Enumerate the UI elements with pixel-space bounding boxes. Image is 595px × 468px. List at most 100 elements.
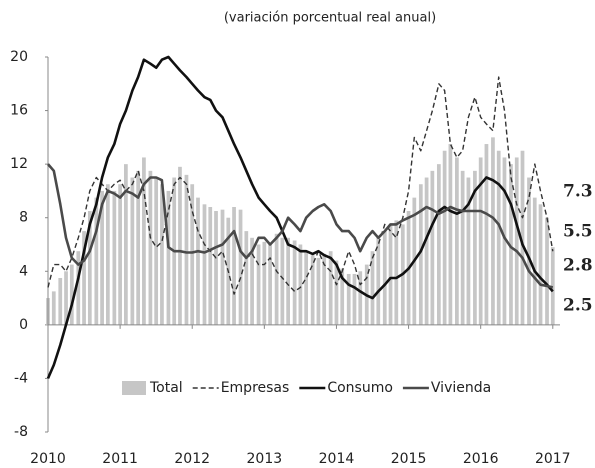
bar: [304, 251, 309, 325]
x-tick-label: 2017: [535, 451, 571, 467]
y-tick-label: 12: [10, 156, 28, 172]
bar: [142, 157, 146, 325]
bar: [430, 170, 435, 325]
y-tick-label: -8: [14, 424, 28, 440]
bar: [280, 237, 285, 325]
bar: [190, 184, 195, 325]
bar: [316, 257, 321, 325]
y-tick-label: 4: [19, 263, 28, 279]
bar: [370, 251, 375, 325]
bar: [256, 244, 261, 325]
y-tick-label: 8: [19, 210, 28, 226]
bar: [196, 197, 200, 325]
bar: [334, 260, 339, 325]
bar: [160, 184, 164, 325]
bar: [376, 237, 381, 325]
x-tick-label: 2012: [174, 451, 210, 467]
bar: [442, 150, 447, 325]
bar: [208, 207, 213, 325]
bar: [394, 220, 399, 325]
bar: [166, 190, 171, 325]
bar: [514, 157, 519, 325]
bar: [358, 271, 363, 325]
bar: [532, 197, 537, 325]
bar: [220, 209, 225, 325]
end-label: 2.8: [563, 256, 593, 276]
bar: [130, 177, 135, 325]
bar: [388, 224, 393, 325]
y-tick-label: 16: [10, 103, 28, 119]
x-tick-label: 2011: [102, 451, 138, 467]
bar: [496, 150, 501, 325]
y-tick-label: 20: [10, 49, 28, 65]
bar: [484, 144, 489, 325]
bar: [340, 268, 345, 325]
bar: [76, 251, 81, 325]
bar: [51, 291, 56, 325]
bar: [154, 177, 159, 325]
x-tick-label: 2015: [391, 451, 427, 467]
bar: [352, 273, 357, 325]
bar: [105, 184, 110, 325]
legend-swatch: [122, 381, 146, 395]
bar: [112, 190, 117, 325]
bar: [455, 157, 459, 325]
bar: [545, 217, 549, 325]
bar: [460, 170, 465, 325]
bar: [69, 264, 74, 325]
bar: [346, 273, 351, 325]
bar: [310, 255, 315, 325]
bar: [58, 277, 63, 325]
bar: [322, 253, 327, 325]
bar: [382, 231, 387, 325]
bar: [250, 237, 254, 325]
bar: [328, 251, 333, 325]
bar: [292, 240, 297, 325]
legend-label: Vivienda: [431, 380, 491, 396]
bar: [268, 244, 272, 325]
chart-title: (variación porcentual real anual): [224, 11, 436, 26]
bar: [184, 174, 189, 325]
bar: [87, 211, 92, 325]
bar: [424, 177, 429, 325]
bar: [502, 157, 507, 325]
bar: [473, 170, 477, 325]
bar: [286, 237, 291, 325]
end-label: 5.5: [563, 222, 593, 242]
bar: [520, 150, 525, 325]
bar: [509, 164, 513, 325]
x-tick-label: 2016: [463, 451, 499, 467]
bar: [448, 144, 453, 325]
bar: [244, 231, 249, 325]
y-tick-label: 0: [19, 317, 28, 333]
bar: [94, 197, 99, 325]
bar: [298, 244, 303, 325]
bar: [100, 190, 104, 325]
bar: [527, 177, 531, 325]
bar: [64, 271, 68, 325]
bar: [274, 233, 279, 325]
bar: [418, 184, 423, 325]
bar: [178, 166, 182, 325]
line-1: [47, 76, 554, 295]
bar: [478, 157, 483, 325]
bar: [491, 137, 495, 325]
end-label: 7.3: [563, 182, 593, 202]
bar: [538, 204, 543, 325]
bar: [202, 204, 207, 325]
legend-label: Consumo: [327, 380, 393, 396]
bar: [262, 241, 267, 325]
line-2: [46, 55, 554, 379]
legend-label: Total: [149, 380, 183, 396]
bar: [214, 211, 218, 325]
bar: [238, 209, 243, 325]
bar: [136, 170, 141, 325]
x-tick-label: 2014: [319, 451, 355, 467]
bar: [124, 164, 128, 325]
end-label: 2.5: [563, 296, 593, 316]
x-tick-label: 2010: [30, 451, 66, 467]
y-tick-label: -4: [14, 370, 28, 386]
bar: [148, 170, 153, 325]
bar: [232, 207, 236, 325]
